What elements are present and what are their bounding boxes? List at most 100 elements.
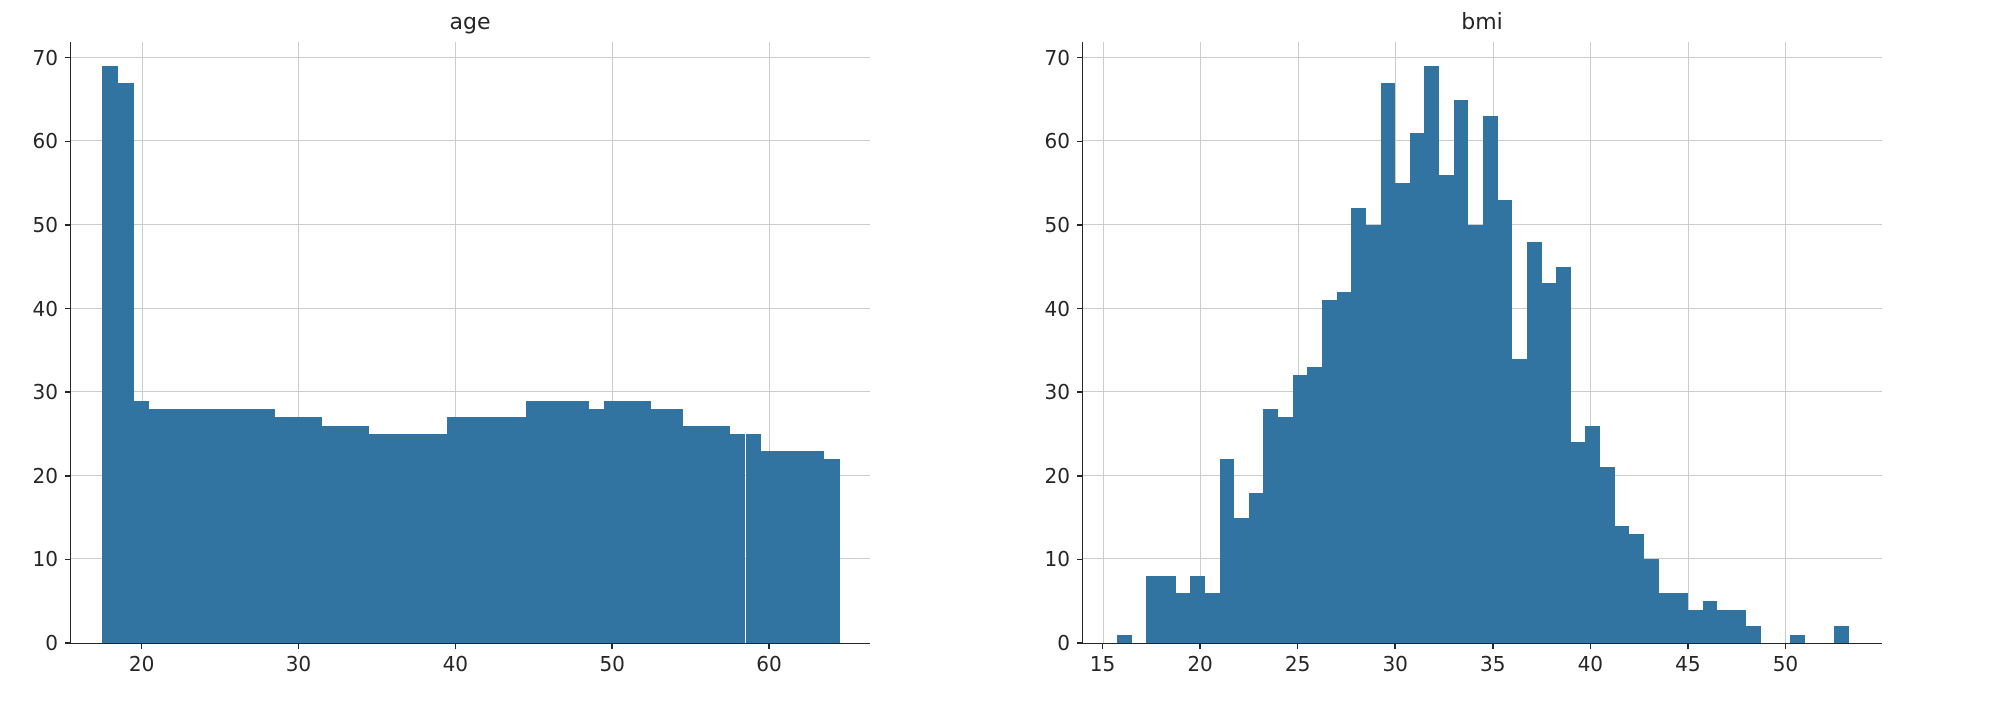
histogram-bar [1600,467,1615,643]
histogram-bar [1717,610,1732,643]
ytick-mark [65,559,71,561]
xtick-mark [768,643,770,649]
histogram-bar [322,426,338,643]
ytick-label: 20 [1045,464,1070,488]
histogram-bar [1249,493,1264,644]
histogram-bar [306,417,322,643]
ytick-label: 20 [33,464,58,488]
xtick-label: 60 [756,652,781,676]
histogram-bar [1468,225,1483,643]
xtick-label: 40 [443,652,468,676]
xtick-mark [298,643,300,649]
histogram-bar [479,417,495,643]
xtick-mark [611,643,613,649]
histogram-bar [604,401,620,643]
ytick-mark [1077,141,1083,143]
ytick-mark [65,141,71,143]
ytick-mark [1077,559,1083,561]
histogram-bar [542,401,558,643]
ytick-label: 70 [33,46,58,70]
xtick-label: 40 [1578,652,1603,676]
histogram-bar [1615,526,1630,643]
histogram-bar [1337,292,1352,643]
histogram-bar [291,417,307,643]
histogram-bar [369,434,385,643]
histogram-bar [165,409,181,643]
histogram-bar [510,417,526,643]
xtick-mark [1102,643,1104,649]
histogram-bar [1263,409,1278,643]
xtick-mark [1199,643,1201,649]
xtick-mark [1297,643,1299,649]
gridline-v [1103,42,1104,643]
subplot-age: age0102030405060702030405060 [70,42,870,644]
xtick-mark [455,643,457,649]
histogram-bar [1220,459,1235,643]
ytick-label: 50 [33,213,58,237]
histogram-bar [1512,359,1527,643]
histogram-bar [181,409,197,643]
histogram-bar [228,409,244,643]
xtick-label: 45 [1675,652,1700,676]
ytick-mark [65,57,71,59]
histogram-bar [1498,200,1513,643]
histogram-bar [824,459,840,643]
gridline-v [1785,42,1786,643]
histogram-bar [667,409,683,643]
histogram-bar [651,409,667,643]
histogram-bar [1673,593,1688,643]
histogram-bar [102,66,118,643]
xtick-mark [1492,643,1494,649]
gridline-h [71,57,870,58]
histogram-bar [432,434,448,643]
ytick-mark [65,642,71,644]
histogram-bar [1585,426,1600,643]
histogram-bar [1629,534,1644,643]
subplot-title: bmi [1082,10,1882,35]
histogram-bar [1688,610,1703,643]
ytick-mark [65,224,71,226]
histogram-bar [259,409,275,643]
xtick-label: 50 [599,652,624,676]
histogram-bar [636,401,652,643]
histogram-bar [400,434,416,643]
gridline-h [1083,57,1882,58]
histogram-bar [1146,576,1161,643]
gridline-h [71,224,870,225]
histogram-bar [338,426,354,643]
ytick-label: 30 [1045,380,1070,404]
histogram-bar [353,426,369,643]
histogram-bar [1205,593,1220,643]
xtick-label: 20 [129,652,154,676]
histogram-bar [1161,576,1176,643]
histogram-bar [416,434,432,643]
gridline-h [71,391,870,392]
axes: 0102030405060702030405060 [70,42,870,644]
histogram-bar [1190,576,1205,643]
ytick-mark [1077,57,1083,59]
histogram-bar [1351,208,1366,643]
histogram-bar [1659,593,1674,643]
axes: 0102030405060701520253035404550 [1082,42,1882,644]
histogram-bar [1834,626,1849,643]
gridline-v [1200,42,1201,643]
ytick-mark [1077,224,1083,226]
histogram-bar [573,401,589,643]
histogram-bar [149,409,165,643]
histogram-bar [196,409,212,643]
ytick-mark [1077,308,1083,310]
ytick-label: 10 [1045,547,1070,571]
histogram-bar [1556,267,1571,643]
xtick-label: 20 [1187,652,1212,676]
ytick-label: 10 [33,547,58,571]
histogram-bar [1424,66,1439,643]
histogram-bar [1410,133,1425,643]
ytick-label: 60 [33,129,58,153]
ytick-label: 0 [1057,631,1070,655]
histogram-bar [1381,83,1396,643]
ytick-label: 60 [1045,129,1070,153]
ytick-mark [1077,475,1083,477]
histogram-bar [1703,601,1718,643]
ytick-label: 30 [33,380,58,404]
histogram-bar [1278,417,1293,643]
